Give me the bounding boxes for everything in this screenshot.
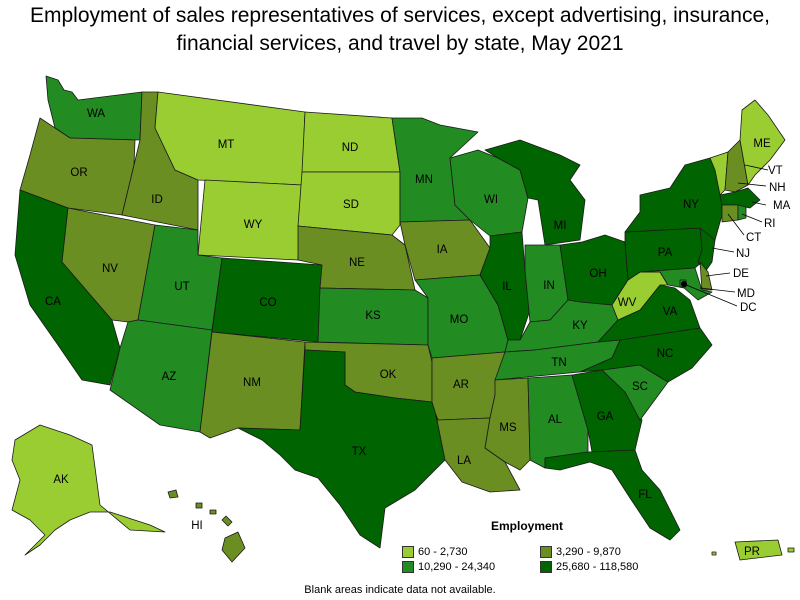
svg-text:IN: IN: [543, 280, 555, 292]
legend-item-bin-3: 10,290 - 24,340: [402, 561, 495, 573]
svg-text:TN: TN: [551, 357, 566, 369]
svg-text:WY: WY: [244, 219, 263, 231]
legend-title: Employment: [491, 519, 564, 533]
svg-text:MD: MD: [737, 288, 755, 300]
state-HI[interactable]: [167, 489, 246, 563]
svg-text:LA: LA: [457, 455, 471, 467]
svg-text:OK: OK: [380, 369, 397, 381]
svg-text:CA: CA: [45, 296, 61, 308]
legend-item-bin-2: 3,290 - 9,870: [540, 546, 621, 558]
state-MD[interactable]: [639, 267, 713, 301]
svg-text:UT: UT: [174, 281, 189, 293]
svg-text:MO: MO: [450, 314, 469, 326]
dc-marker: [681, 281, 687, 287]
svg-text:SD: SD: [343, 199, 359, 211]
svg-text:KS: KS: [365, 310, 381, 322]
legend-label: 25,680 - 118,580: [556, 561, 639, 573]
legend-swatch: [402, 561, 414, 573]
state-WI[interactable]: [449, 149, 529, 237]
svg-text:NM: NM: [243, 377, 261, 389]
svg-text:MI: MI: [554, 220, 567, 232]
svg-text:NV: NV: [102, 263, 118, 275]
state-ME[interactable]: [739, 99, 786, 186]
state-SD[interactable]: [297, 171, 401, 236]
svg-text:TX: TX: [352, 446, 367, 458]
svg-text:NH: NH: [769, 182, 786, 194]
svg-text:OR: OR: [70, 167, 87, 179]
svg-text:WV: WV: [618, 297, 637, 309]
svg-text:RI: RI: [764, 218, 776, 230]
state-NY[interactable]: [624, 157, 723, 241]
legend-swatch: [402, 546, 414, 558]
legend-item-bin-4: 25,680 - 118,580: [540, 561, 638, 573]
svg-text:MN: MN: [415, 174, 433, 186]
svg-text:AZ: AZ: [162, 371, 177, 383]
state-CT[interactable]: [721, 204, 739, 223]
svg-text:KY: KY: [572, 320, 588, 332]
svg-text:ND: ND: [342, 142, 359, 154]
svg-text:DE: DE: [733, 268, 749, 280]
legend-swatch: [540, 561, 552, 573]
svg-text:NJ: NJ: [736, 248, 750, 260]
svg-text:PR: PR: [744, 546, 760, 558]
svg-text:NE: NE: [349, 257, 365, 269]
state-labels: WA OR CA NV ID MT WY UT AZ CO NM ND SD N…: [45, 108, 791, 558]
svg-text:HI: HI: [191, 520, 203, 532]
svg-text:VT: VT: [768, 165, 783, 177]
footnote: Blank areas indicate data not available.: [304, 584, 496, 596]
svg-text:NC: NC: [657, 348, 674, 360]
svg-text:NY: NY: [683, 199, 699, 211]
svg-text:VA: VA: [663, 306, 678, 318]
svg-text:OH: OH: [589, 268, 606, 280]
state-VT[interactable]: [709, 151, 729, 196]
legend-label: 60 - 2,730: [418, 546, 468, 558]
legend-label: 10,290 - 24,340: [418, 561, 496, 573]
svg-text:ME: ME: [753, 138, 771, 150]
svg-text:ID: ID: [151, 194, 163, 206]
svg-text:MA: MA: [773, 200, 791, 212]
svg-text:SC: SC: [632, 381, 648, 393]
state-TX[interactable]: [237, 349, 446, 549]
svg-text:IA: IA: [437, 244, 448, 256]
svg-text:PA: PA: [658, 247, 673, 259]
legend-label: 3,290 - 9,870: [556, 546, 621, 558]
svg-text:MS: MS: [499, 422, 517, 434]
svg-text:CO: CO: [259, 297, 276, 309]
svg-text:AK: AK: [53, 474, 69, 486]
state-RI[interactable]: [737, 204, 747, 221]
map-title: Employment of sales representatives of s…: [29, 4, 770, 55]
svg-text:CT: CT: [746, 232, 761, 244]
svg-text:WI: WI: [484, 194, 498, 206]
legend-item-bin-1: 60 - 2,730: [402, 546, 468, 558]
state-MI[interactable]: [484, 139, 586, 246]
state-AK[interactable]: [11, 424, 166, 556]
svg-text:GA: GA: [597, 411, 614, 423]
state-PR[interactable]: [711, 539, 795, 561]
svg-text:FL: FL: [638, 489, 652, 501]
svg-text:IL: IL: [502, 281, 512, 293]
state-FL[interactable]: [544, 449, 681, 541]
svg-text:DC: DC: [740, 302, 757, 314]
svg-text:WA: WA: [87, 108, 105, 120]
legend-swatch: [540, 546, 552, 558]
svg-text:AL: AL: [548, 414, 563, 426]
svg-text:AR: AR: [453, 379, 469, 391]
svg-text:MT: MT: [218, 139, 235, 151]
